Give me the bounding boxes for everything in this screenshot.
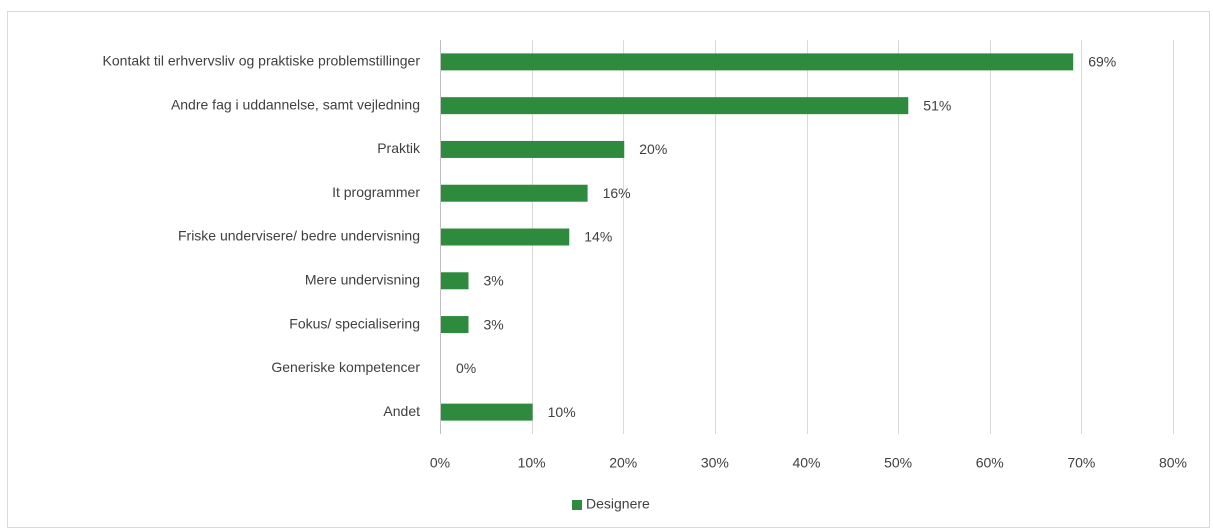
bar — [441, 97, 909, 115]
category-label: Praktik — [377, 140, 421, 156]
legend-label: Designere — [586, 496, 650, 512]
category-label: Fokus/ specialisering — [289, 315, 420, 331]
x-tick-label: 50% — [884, 455, 912, 471]
data-label: 14% — [584, 229, 612, 245]
category-label: It programmer — [332, 184, 420, 200]
data-label: 51% — [923, 97, 951, 113]
x-tick-label: 0% — [430, 455, 450, 471]
chart-frame — [7, 11, 1210, 528]
x-tick-label: 60% — [976, 455, 1004, 471]
data-label: 3% — [483, 316, 503, 332]
data-label: 20% — [639, 141, 667, 157]
category-label: Andre fag i uddannelse, samt vejledning — [171, 96, 420, 112]
bar — [441, 316, 469, 334]
bar — [441, 272, 469, 290]
category-label: Generiske kompetencer — [271, 359, 420, 375]
x-tick-label: 20% — [609, 455, 637, 471]
x-tick-label: 40% — [792, 455, 820, 471]
category-label: Andet — [383, 403, 420, 419]
legend: Designere — [572, 496, 650, 512]
data-label: 69% — [1088, 54, 1116, 70]
bar — [441, 140, 625, 158]
category-label: Friske undervisere/ bedre undervisning — [178, 228, 420, 244]
data-label: 16% — [603, 185, 631, 201]
data-label: 10% — [548, 404, 576, 420]
x-tick-label: 30% — [701, 455, 729, 471]
x-tick-label: 80% — [1159, 455, 1187, 471]
legend-swatch — [572, 500, 582, 510]
category-label: Kontakt til erhvervsliv og praktiske pro… — [103, 53, 421, 69]
bar — [441, 228, 570, 246]
data-label: 3% — [483, 272, 503, 288]
category-label: Mere undervisning — [305, 271, 420, 287]
x-tick-label: 70% — [1067, 455, 1095, 471]
bar — [441, 403, 533, 421]
bar — [441, 184, 588, 202]
bar — [441, 53, 1074, 71]
data-label: 0% — [456, 360, 476, 376]
x-tick-label: 10% — [518, 455, 546, 471]
